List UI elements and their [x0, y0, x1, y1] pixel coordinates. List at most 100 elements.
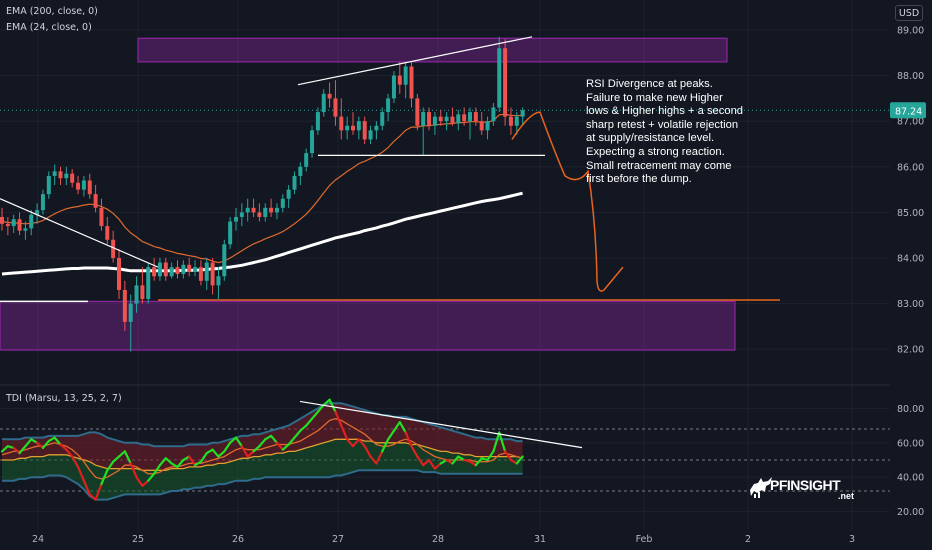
- tdi-legend[interactable]: TDI (Marsu, 13, 25, 2, 7): [6, 393, 122, 404]
- projected-path: [511, 111, 624, 292]
- candle-body: [263, 207, 268, 217]
- tdi-axis-label: 20.00: [897, 507, 924, 518]
- candle-body: [87, 180, 92, 195]
- tdi-rsi-segment: [422, 458, 431, 467]
- tdi-rsi-segment: [141, 479, 150, 487]
- candle-body: [497, 48, 502, 108]
- candle-body: [187, 264, 192, 272]
- candle-body: [339, 116, 344, 131]
- candle-body: [514, 116, 519, 126]
- candle-body: [239, 212, 244, 217]
- tdi-rsi-segment: [381, 438, 390, 453]
- tdi-rsi-segment: [316, 403, 325, 413]
- tdi-rsi-segment: [234, 436, 243, 448]
- candle-body: [140, 285, 145, 300]
- tdi-rsi-segment: [346, 438, 355, 448]
- candle-body: [491, 107, 496, 122]
- tdi-rsi-segment: [433, 462, 442, 470]
- tdi-rsi-segment: [24, 438, 33, 448]
- candle-body: [286, 189, 291, 199]
- candle-body: [117, 258, 121, 290]
- candle-body: [257, 212, 262, 217]
- tdi-rsi-segment: [158, 457, 167, 467]
- candle-body: [444, 116, 449, 122]
- tdi-rsi-segment: [0, 445, 9, 453]
- candle-body: [333, 98, 338, 117]
- tdi-rsi-segment: [211, 448, 220, 458]
- ema-200-legend[interactable]: EMA (200, close, 0): [6, 6, 98, 17]
- tdi-rsi-segment: [357, 438, 366, 448]
- candle-body: [397, 75, 402, 85]
- tdi-rsi-segment: [387, 429, 396, 441]
- tdi-rsi-segment: [334, 410, 343, 427]
- candle-body: [29, 214, 34, 229]
- candle-body: [228, 221, 233, 245]
- tdi-rsi-segment: [76, 465, 86, 482]
- candle-body: [386, 98, 391, 113]
- candle-body: [134, 285, 139, 304]
- tdi-rsi-segment: [12, 446, 21, 455]
- candle-body: [391, 75, 396, 99]
- tdi-rsi-segment: [123, 450, 132, 465]
- candle-body: [409, 66, 414, 99]
- tdi-rsi-segment: [474, 457, 483, 467]
- candle-body: [274, 207, 279, 213]
- candle-body: [40, 194, 45, 211]
- tdi-rsi-segment: [193, 460, 202, 467]
- tdi-rsi-segment: [498, 431, 507, 453]
- candle-body: [234, 216, 238, 222]
- tdi-rsi-segment: [47, 436, 56, 443]
- candle-body: [163, 262, 168, 277]
- candle-body: [374, 125, 379, 131]
- currency-button[interactable]: USD: [895, 5, 923, 21]
- tdi-market-base: [2, 438, 523, 471]
- tdi-rsi-segment: [287, 436, 296, 446]
- candle-body: [345, 125, 350, 131]
- tdi-rsi-segment: [457, 455, 466, 462]
- candle-body: [81, 180, 86, 190]
- candle-body: [321, 93, 326, 113]
- tdi-rsi-segment: [439, 458, 448, 465]
- candle-body: [280, 198, 285, 208]
- candle-body: [450, 116, 455, 124]
- candle-body: [128, 303, 133, 322]
- tdi-rsi-segment: [281, 443, 290, 451]
- tdi-rsi-segment: [264, 434, 273, 441]
- price-axis-label: 88.00: [897, 71, 924, 82]
- tdi-rsi-segment: [176, 458, 185, 468]
- tdi-rsi-segment: [468, 460, 477, 467]
- candle-body: [181, 264, 186, 274]
- tdi-rsi-segment: [117, 450, 126, 458]
- tdi-rsi-segment: [129, 462, 138, 479]
- rsi-divergence-line: [299, 400, 583, 449]
- tdi-rsi-segment: [246, 450, 255, 458]
- candle-body: [99, 207, 104, 227]
- time-axis-label: Feb: [636, 534, 653, 545]
- tdi-rsi-segment: [188, 455, 197, 467]
- tdi-rsi-segment: [270, 434, 279, 444]
- candle-body: [152, 267, 157, 277]
- candle-body: [175, 267, 180, 274]
- tdi-rsi-segment: [240, 445, 249, 458]
- tdi-rsi-segment: [445, 458, 454, 465]
- time-axis-label: 31: [534, 534, 546, 545]
- candlesticks: [0, 36, 525, 352]
- candle-body: [351, 125, 355, 131]
- tdi-rsi-segment: [147, 472, 156, 482]
- candle-body: [380, 112, 385, 126]
- tdi-rsi-segment: [340, 424, 349, 441]
- tdi-rsi-segment: [351, 438, 360, 448]
- tdi-rsi-segment: [509, 458, 518, 465]
- candle-body: [462, 114, 467, 122]
- price-axis-label: 86.00: [897, 162, 924, 173]
- candle-body: [368, 130, 373, 140]
- bull-icon: [750, 477, 772, 498]
- tdi-rsi-segment: [275, 441, 284, 451]
- candle-body: [356, 121, 361, 131]
- time-axis-label: 27: [332, 534, 344, 545]
- higher-highs-line: [297, 36, 533, 86]
- ema-24-legend[interactable]: EMA (24, close, 0): [6, 22, 92, 33]
- candle-body: [46, 175, 51, 195]
- tdi-rsi-segment: [305, 417, 314, 427]
